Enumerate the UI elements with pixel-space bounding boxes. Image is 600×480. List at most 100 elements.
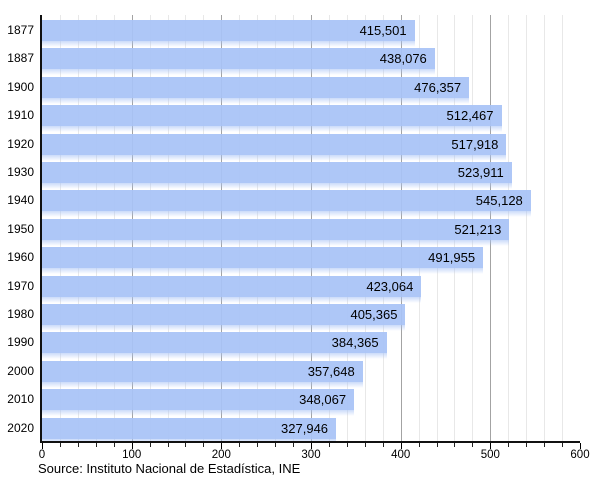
x-axis-tick	[400, 443, 402, 449]
y-axis-label: 1877	[7, 23, 34, 37]
x-axis-tick	[239, 443, 241, 447]
bar-value-label: 491,955	[428, 250, 476, 266]
x-axis-tick	[293, 443, 295, 447]
bar: 545,128	[42, 190, 531, 212]
bar-value-label: 327,946	[281, 420, 329, 436]
bar-value-label: 545,128	[475, 193, 523, 209]
x-axis-tick	[257, 443, 259, 447]
bar-reflection	[42, 296, 422, 303]
x-axis-tick-label: 200	[211, 449, 231, 461]
x-axis-tick	[454, 443, 456, 447]
x-axis-tick-label: 0	[38, 449, 46, 461]
bar-value-label: 423,064	[366, 278, 414, 294]
bar: 521,213	[42, 218, 510, 240]
grid-line	[544, 15, 546, 441]
bar-reflection	[42, 325, 406, 331]
bar: 327,946	[42, 417, 337, 439]
x-axis-tick-label: 600	[570, 449, 590, 461]
bar-reflection	[42, 69, 435, 76]
y-axis-label: 1980	[7, 307, 34, 321]
bar-value-label: 476,357	[414, 79, 462, 95]
bar: 517,918	[42, 133, 507, 155]
x-axis-tick	[508, 443, 510, 447]
y-axis-label: 1900	[7, 79, 34, 94]
bar: 415,501	[42, 20, 415, 41]
bar: 523,911	[42, 162, 512, 183]
x-axis-tick	[418, 443, 420, 447]
bar: 438,076	[42, 48, 435, 70]
bar-value-label: 512,467	[446, 108, 494, 124]
bar-value-label: 517,918	[451, 136, 499, 152]
bar: 357,648	[42, 360, 363, 382]
x-axis-tick	[490, 443, 492, 449]
x-axis-tick	[382, 443, 384, 447]
x-axis-tick-label: 100	[122, 449, 142, 461]
x-axis-tick	[167, 443, 169, 447]
bar-reflection	[42, 438, 337, 441]
x-axis-tick	[113, 443, 115, 447]
bar: 405,365	[42, 304, 406, 325]
bar: 491,955	[42, 247, 484, 269]
x-axis-tick	[328, 443, 330, 447]
bar-reflection	[42, 381, 363, 388]
y-axis-label: 1910	[7, 108, 34, 123]
grid-line	[526, 15, 528, 441]
y-axis-label: 1950	[7, 221, 34, 236]
bar-reflection	[42, 183, 512, 189]
bar-value-label: 348,067	[299, 392, 347, 408]
bar-reflection	[42, 97, 470, 104]
bar-reflection	[42, 211, 531, 218]
bar-reflection	[42, 41, 415, 47]
x-axis-tick	[42, 443, 43, 449]
bar-reflection	[42, 268, 484, 275]
x-axis-tick	[472, 443, 474, 447]
bar: 423,064	[42, 275, 422, 297]
source-text: Source: Instituto Nacional de Estadístic…	[38, 461, 301, 476]
x-axis-tick-label: 300	[301, 449, 321, 461]
bar-value-label: 357,648	[307, 363, 355, 379]
y-axis-label: 1930	[7, 165, 34, 179]
x-axis-tick	[185, 443, 187, 447]
x-axis-tick	[436, 443, 438, 447]
x-axis-tick	[95, 443, 97, 447]
x-axis-tick-label: 500	[480, 449, 500, 461]
y-axis-label: 2000	[7, 363, 34, 378]
bar: 348,067	[42, 389, 355, 411]
y-axis-label: 1940	[7, 193, 34, 208]
bar: 512,467	[42, 105, 502, 127]
x-axis-tick	[364, 443, 366, 447]
bar-value-label: 384,365	[331, 335, 379, 351]
x-axis-tick	[526, 443, 528, 447]
bar-reflection	[42, 239, 510, 246]
x-axis-tick	[346, 443, 348, 447]
bar-value-label: 405,365	[350, 307, 398, 322]
y-axis-label: 1970	[7, 278, 34, 293]
x-axis-tick	[544, 443, 546, 447]
y-axis-label: 1960	[7, 250, 34, 265]
bar: 476,357	[42, 76, 470, 98]
x-axis-tick-label: 400	[391, 449, 411, 461]
bar-value-label: 415,501	[359, 23, 407, 38]
x-axis-tick	[77, 443, 79, 447]
y-axis-label: 1887	[7, 51, 34, 66]
y-axis-label: 2020	[7, 420, 34, 435]
y-axis-label: 2010	[7, 392, 34, 407]
y-axis-label: 1990	[7, 335, 34, 350]
bar-value-label: 438,076	[379, 51, 427, 67]
x-axis-tick	[149, 443, 151, 447]
x-axis-tick	[562, 443, 564, 447]
bar: 384,365	[42, 332, 387, 354]
bar-value-label: 523,911	[457, 165, 504, 180]
bar-reflection	[42, 126, 502, 133]
x-axis-tick	[580, 443, 581, 449]
x-axis-tick	[131, 443, 133, 449]
x-axis-tick	[203, 443, 205, 447]
x-axis-tick	[221, 443, 223, 449]
x-axis-tick	[311, 443, 312, 449]
bar-reflection	[42, 154, 507, 161]
x-axis-tick	[59, 443, 61, 447]
y-axis-label: 1920	[7, 136, 34, 151]
bar-reflection	[42, 410, 355, 417]
x-axis-tick	[275, 443, 277, 447]
